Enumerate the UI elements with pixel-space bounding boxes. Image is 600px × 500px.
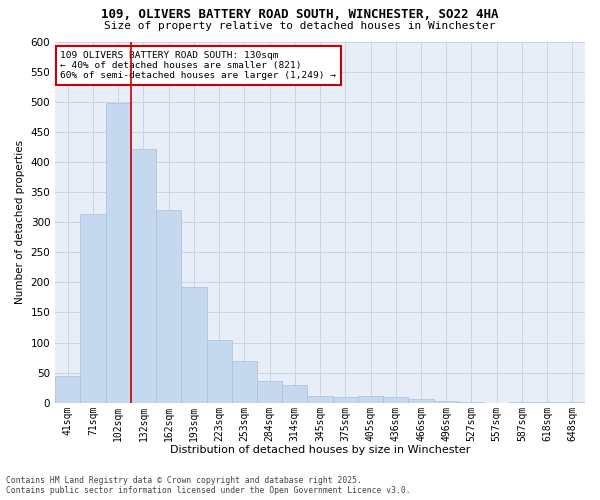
Text: Size of property relative to detached houses in Winchester: Size of property relative to detached ho… bbox=[104, 21, 496, 31]
Bar bbox=[282, 384, 307, 403]
Bar bbox=[55, 376, 80, 403]
Text: Contains HM Land Registry data © Crown copyright and database right 2025.
Contai: Contains HM Land Registry data © Crown c… bbox=[6, 476, 410, 495]
Bar bbox=[156, 210, 181, 403]
Y-axis label: Number of detached properties: Number of detached properties bbox=[15, 140, 25, 304]
Bar bbox=[307, 396, 332, 403]
Bar bbox=[459, 402, 484, 403]
Bar bbox=[232, 360, 257, 403]
Bar bbox=[80, 214, 106, 403]
Bar bbox=[181, 286, 206, 403]
Bar bbox=[509, 402, 535, 403]
Bar bbox=[206, 340, 232, 403]
Bar bbox=[434, 401, 459, 403]
Bar bbox=[358, 396, 383, 403]
Bar bbox=[409, 398, 434, 403]
Bar bbox=[535, 402, 560, 403]
X-axis label: Distribution of detached houses by size in Winchester: Distribution of detached houses by size … bbox=[170, 445, 470, 455]
Bar bbox=[383, 397, 409, 403]
Bar bbox=[131, 148, 156, 403]
Text: 109, OLIVERS BATTERY ROAD SOUTH, WINCHESTER, SO22 4HA: 109, OLIVERS BATTERY ROAD SOUTH, WINCHES… bbox=[101, 8, 499, 20]
Bar bbox=[106, 103, 131, 403]
Bar bbox=[332, 397, 358, 403]
Bar bbox=[560, 402, 585, 403]
Text: 109 OLIVERS BATTERY ROAD SOUTH: 130sqm
← 40% of detached houses are smaller (821: 109 OLIVERS BATTERY ROAD SOUTH: 130sqm ←… bbox=[61, 50, 337, 80]
Bar bbox=[257, 380, 282, 403]
